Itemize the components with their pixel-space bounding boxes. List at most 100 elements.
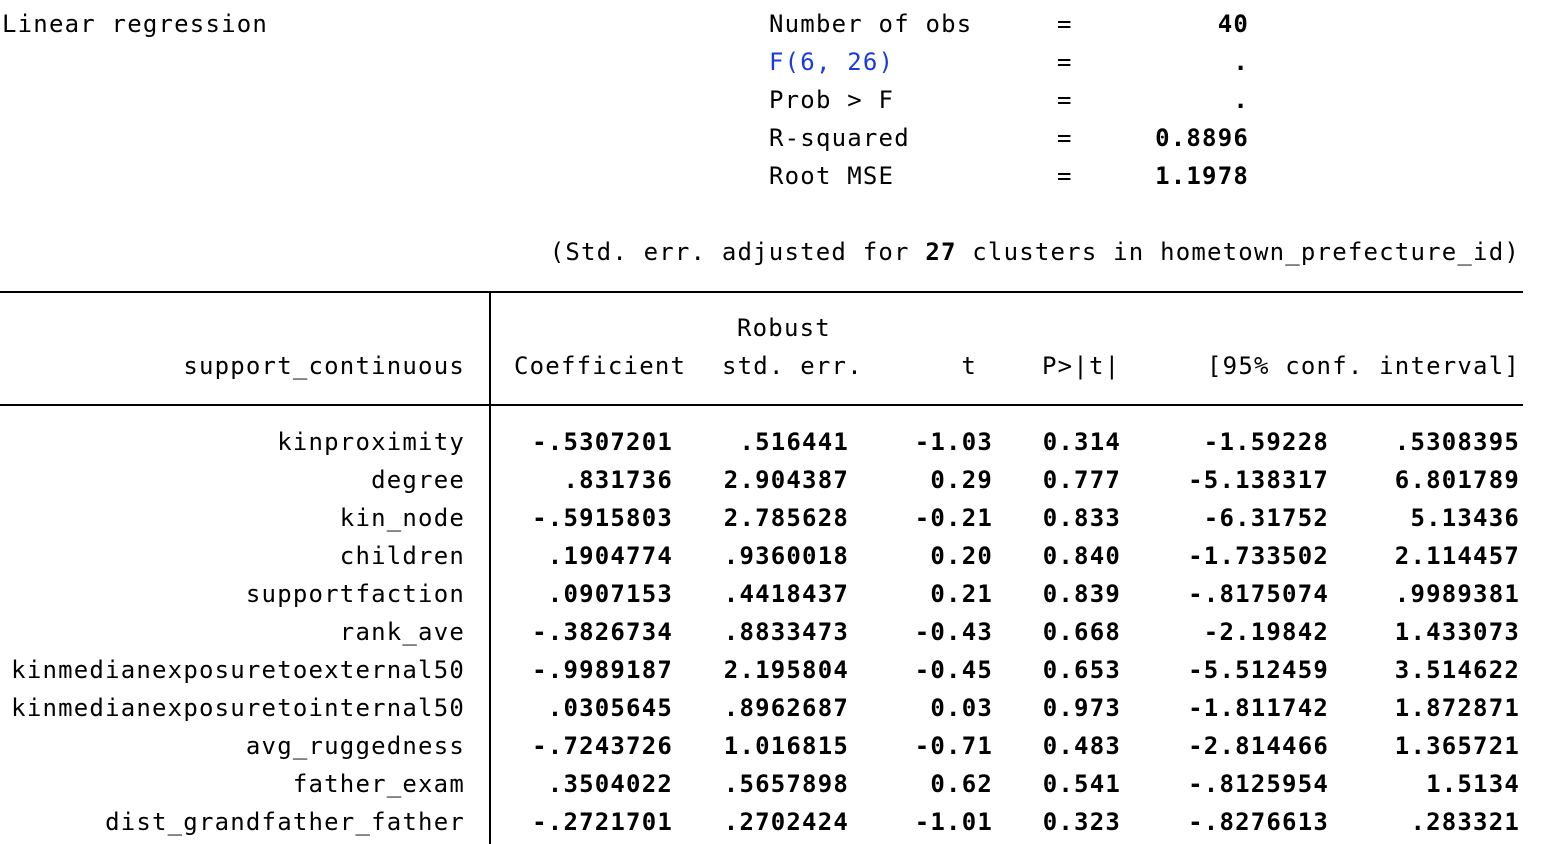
std-err-cell: 2.195804	[723, 656, 849, 684]
std-err-cell: 1.016815	[723, 732, 849, 760]
p-value-cell: 0.839	[1042, 580, 1121, 608]
stat-label: Number of obs	[769, 10, 973, 38]
variable-name: father_exam	[292, 770, 465, 798]
stat-equals: =	[1057, 10, 1073, 38]
coef-cell: -.2721701	[532, 808, 673, 836]
std-err-cell: .4418437	[723, 580, 849, 608]
header-robust: Robust	[737, 314, 831, 342]
cluster-note-prefix: (Std. err. adjusted for	[549, 238, 926, 266]
coef-cell: -.7243726	[532, 732, 673, 760]
ci-upper-cell: .283321	[1410, 808, 1520, 836]
stat-equals: =	[1057, 86, 1073, 114]
stat-label: R-squared	[769, 124, 910, 152]
header-coefficient: Coefficient	[514, 352, 687, 380]
p-value-cell: 0.323	[1042, 808, 1121, 836]
t-cell: -0.43	[914, 618, 993, 646]
header-depvar: support_continuous	[183, 352, 465, 380]
p-value-cell: 0.777	[1042, 466, 1121, 494]
ci-upper-cell: 1.433073	[1394, 618, 1520, 646]
std-err-cell: .8833473	[723, 618, 849, 646]
stat-equals: =	[1057, 124, 1073, 152]
t-cell: 0.20	[930, 542, 993, 570]
p-value-cell: 0.314	[1042, 428, 1121, 456]
header-p-value: P>|t|	[1042, 352, 1121, 380]
variable-name: kinmedianexposuretoexternal50	[11, 656, 465, 684]
stat-label: Prob > F	[769, 86, 895, 114]
coef-cell: .0305645	[547, 694, 673, 722]
variable-name: dist_grandfather_father	[105, 808, 465, 836]
stat-value: 40	[1217, 10, 1249, 38]
p-value-cell: 0.833	[1042, 504, 1121, 532]
variable-name: kinmedianexposuretointernal50	[11, 694, 465, 722]
p-value-cell: 0.668	[1042, 618, 1121, 646]
coef-cell: .3504022	[547, 770, 673, 798]
coef-cell: .1904774	[547, 542, 673, 570]
variable-name: kinproximity	[277, 428, 465, 456]
stat-equals: =	[1057, 48, 1073, 76]
stat-value: .	[1233, 86, 1249, 114]
cluster-count: 27	[925, 238, 957, 266]
variable-name: avg_ruggedness	[245, 732, 465, 760]
stat-equals: =	[1057, 162, 1073, 190]
variable-name: children	[339, 542, 465, 570]
ci-lower-cell: -5.512459	[1188, 656, 1329, 684]
ci-lower-cell: -6.31752	[1203, 504, 1329, 532]
ci-lower-cell: -1.59228	[1203, 428, 1329, 456]
coef-cell: -.5307201	[532, 428, 673, 456]
stat-label: Root MSE	[769, 162, 895, 190]
ci-lower-cell: -.8276613	[1188, 808, 1329, 836]
t-cell: 0.62	[930, 770, 993, 798]
std-err-cell: 2.904387	[723, 466, 849, 494]
ci-upper-cell: 1.872871	[1394, 694, 1520, 722]
p-value-cell: 0.483	[1042, 732, 1121, 760]
p-value-cell: 0.541	[1042, 770, 1121, 798]
t-cell: -0.21	[914, 504, 993, 532]
ci-lower-cell: -1.811742	[1188, 694, 1329, 722]
ci-lower-cell: -.8175074	[1188, 580, 1329, 608]
cluster-note: (Std. err. adjusted for 27 clusters in h…	[550, 233, 1520, 271]
ci-lower-cell: -2.19842	[1203, 618, 1329, 646]
t-cell: 0.03	[930, 694, 993, 722]
variable-name: rank_ave	[339, 618, 465, 646]
p-value-cell: 0.653	[1042, 656, 1121, 684]
stat-value: .	[1233, 48, 1249, 76]
table-header-rule	[0, 404, 1523, 406]
ci-upper-cell: 6.801789	[1394, 466, 1520, 494]
std-err-cell: .9360018	[723, 542, 849, 570]
std-err-cell: .516441	[739, 428, 849, 456]
ci-lower-cell: -1.733502	[1188, 542, 1329, 570]
variable-name: kin_node	[339, 504, 465, 532]
t-cell: -1.03	[914, 428, 993, 456]
header-conf-interval: [95% conf. interval]	[1207, 352, 1520, 380]
variable-name: supportfaction	[245, 580, 465, 608]
ci-upper-cell: 3.514622	[1394, 656, 1520, 684]
std-err-cell: .2702424	[723, 808, 849, 836]
ci-lower-cell: -2.814466	[1188, 732, 1329, 760]
ci-lower-cell: -5.138317	[1188, 466, 1329, 494]
coef-cell: -.3826734	[532, 618, 673, 646]
ci-upper-cell: 1.5134	[1426, 770, 1520, 798]
ci-lower-cell: -.8125954	[1188, 770, 1329, 798]
regression-title: Linear regression	[2, 10, 269, 38]
table-top-rule	[0, 291, 1523, 293]
std-err-cell: 2.785628	[723, 504, 849, 532]
ci-upper-cell: .9989381	[1394, 580, 1520, 608]
stat-label[interactable]: F(6, 26)	[769, 48, 895, 76]
variable-name: degree	[371, 466, 465, 494]
ci-upper-cell: 2.114457	[1394, 542, 1520, 570]
ci-upper-cell: 5.13436	[1410, 504, 1520, 532]
table-column-divider	[489, 292, 491, 844]
p-value-cell: 0.840	[1042, 542, 1121, 570]
std-err-cell: .8962687	[723, 694, 849, 722]
stat-value: 1.1978	[1155, 162, 1249, 190]
cluster-note-suffix: clusters in hometown_prefecture_id)	[956, 238, 1520, 266]
coef-cell: .831736	[563, 466, 673, 494]
stat-value: 0.8896	[1155, 124, 1249, 152]
header-std-err: std. err.	[722, 352, 863, 380]
std-err-cell: .5657898	[723, 770, 849, 798]
coef-cell: -.9989187	[532, 656, 673, 684]
t-cell: 0.21	[930, 580, 993, 608]
ci-upper-cell: .5308395	[1394, 428, 1520, 456]
t-cell: -0.45	[914, 656, 993, 684]
t-cell: -0.71	[914, 732, 993, 760]
